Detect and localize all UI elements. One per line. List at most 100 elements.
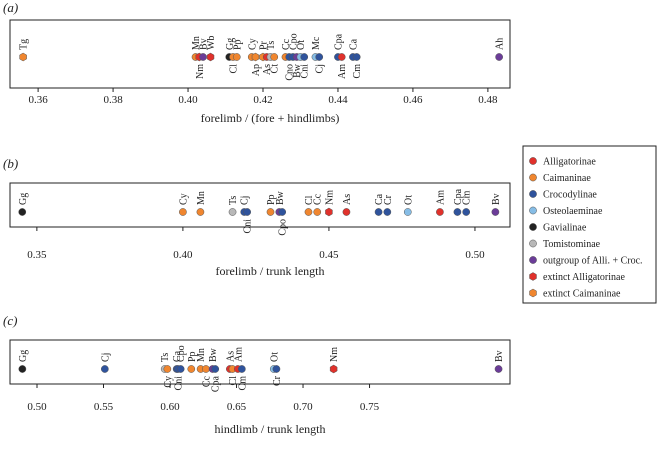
- point: [304, 208, 313, 216]
- point-label: Am: [435, 190, 446, 205]
- x-tick-label: 0.48: [478, 94, 498, 106]
- panel-frame: [9, 182, 511, 228]
- legend-label: extinct Alligatorinae: [543, 272, 625, 283]
- point: [278, 208, 287, 216]
- point: [494, 365, 503, 373]
- point-label: Cr: [272, 375, 283, 386]
- point-label: Cy: [247, 38, 258, 50]
- point-label: Bw: [208, 347, 219, 362]
- legend-marker: [529, 157, 537, 165]
- point-label: Ot: [403, 195, 414, 205]
- point: [19, 52, 27, 62]
- point-label: Nm: [195, 64, 206, 79]
- point-label: Ca: [374, 193, 385, 205]
- legend-label: Caimaninae: [543, 173, 591, 184]
- point-label: As: [342, 194, 353, 205]
- legend-label: Alligatorinae: [543, 157, 596, 168]
- legend-label: Crocodylinae: [543, 190, 597, 201]
- point-label: Cm: [462, 190, 473, 205]
- point: [272, 365, 281, 373]
- point-label: Wb: [206, 36, 217, 50]
- legend-label: Gavialinae: [543, 223, 587, 234]
- legend-marker: [529, 288, 537, 298]
- point-label: Am: [233, 347, 244, 362]
- point-label: Am: [337, 64, 348, 79]
- point-label: Bv: [491, 193, 502, 205]
- x-tick-label: 0.65: [227, 401, 247, 413]
- point: [176, 365, 185, 373]
- point: [228, 208, 237, 216]
- point-label: Nm: [329, 347, 340, 362]
- legend-label: extinct Caimaninae: [543, 289, 621, 300]
- legend-marker: [529, 190, 537, 198]
- x-tick-label: 0.44: [328, 94, 348, 106]
- point-label: Cpo: [176, 345, 187, 362]
- legend-marker: [529, 272, 537, 281]
- x-tick-label: 0.50: [465, 249, 485, 261]
- point-label: As: [262, 64, 273, 75]
- point-label: Cj: [315, 64, 326, 73]
- x-tick-label: 0.38: [103, 94, 123, 106]
- point: [206, 52, 215, 62]
- point-label: Ts: [228, 196, 239, 205]
- point: [342, 208, 351, 216]
- point: [266, 208, 275, 216]
- point-label: Ot: [269, 352, 280, 362]
- point: [232, 53, 241, 61]
- point-label: Mn: [196, 348, 207, 362]
- point: [403, 208, 412, 216]
- point: [163, 365, 172, 373]
- point-label: Bv: [199, 38, 210, 50]
- point-label: Cni: [173, 376, 184, 391]
- point-label: Gg: [18, 350, 29, 362]
- x-tick-label: 0.60: [160, 401, 180, 413]
- point-label: Cr: [383, 194, 394, 205]
- point: [315, 53, 324, 61]
- panel-frame: [9, 339, 511, 385]
- point: [211, 365, 220, 373]
- point-label: Mn: [196, 191, 207, 205]
- point: [251, 52, 260, 62]
- point-label: Bv: [494, 350, 505, 362]
- legend-label: Osteolaeminae: [543, 206, 603, 217]
- point-label: Bw: [292, 63, 303, 78]
- point: [187, 365, 196, 373]
- point: [329, 364, 338, 374]
- point-label: Nm: [324, 190, 335, 205]
- legend-marker: [529, 256, 537, 264]
- point-label: Ah: [495, 38, 506, 50]
- x-tick-label: 0.42: [253, 94, 272, 106]
- point-label: Ts: [160, 353, 171, 362]
- point-label: Cpa: [453, 188, 464, 205]
- x-tick-label: 0.36: [28, 94, 48, 106]
- point-label: Cpa: [211, 375, 222, 392]
- legend-box: [522, 145, 657, 304]
- point: [18, 365, 27, 373]
- legend-marker: [529, 223, 537, 231]
- point: [100, 365, 109, 373]
- point: [237, 365, 246, 373]
- point-label: Pp: [266, 194, 277, 205]
- legend-label: Tomistominae: [543, 239, 601, 250]
- panel-label: (b): [3, 156, 18, 171]
- point-label: Cpo: [278, 219, 289, 236]
- point-label: Ot: [296, 40, 307, 50]
- legend-marker: [529, 239, 537, 248]
- point: [337, 53, 346, 61]
- panel-label: (c): [3, 313, 17, 328]
- point-label: Cl: [228, 376, 239, 386]
- x-tick-label: 0.50: [27, 401, 47, 413]
- x-axis-label: forelimb / (fore + hindlimbs): [201, 111, 340, 125]
- point-label: Cy: [163, 376, 174, 388]
- point-label: Gg: [18, 193, 29, 205]
- point-label: Cno: [285, 64, 296, 81]
- point: [462, 208, 471, 216]
- panel-frame: [9, 19, 511, 89]
- legend-marker: [529, 173, 537, 182]
- point: [313, 208, 322, 216]
- point-label: Tg: [19, 39, 30, 50]
- point: [270, 53, 279, 61]
- point: [374, 208, 383, 216]
- point-label: Cl: [229, 64, 240, 74]
